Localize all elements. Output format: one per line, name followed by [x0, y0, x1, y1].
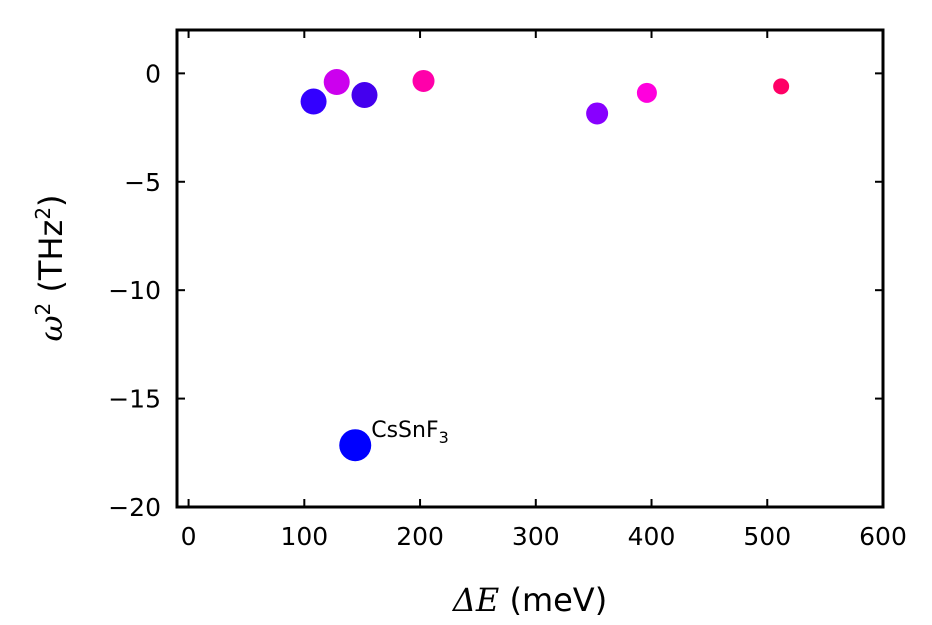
x-tick-label: 100 [280, 522, 328, 551]
data-point [323, 69, 350, 96]
data-point [412, 69, 435, 92]
x-tick-label: 0 [181, 522, 197, 551]
x-tick-label: 600 [859, 522, 907, 551]
y-tick-label: −15 [108, 385, 161, 414]
points-layer [300, 69, 790, 462]
y-axis-symbol: ω [32, 315, 70, 341]
data-point [351, 82, 378, 109]
y-axis-unit-sup: 2 [31, 207, 55, 220]
data-point [586, 102, 609, 125]
point-annotation: CsSnF3 [371, 418, 449, 447]
plot-frame [175, 28, 885, 509]
x-tick-label: 200 [396, 522, 444, 551]
y-axis-symbol-sup: 2 [31, 303, 55, 316]
y-tick-label: −5 [124, 168, 161, 197]
data-point [636, 82, 657, 103]
data-point [773, 78, 790, 95]
annotation-text: CsSnF [371, 418, 438, 443]
x-tick-label: 500 [743, 522, 791, 551]
annotation-subscript: 3 [439, 428, 449, 447]
y-axis-unit-pre: (THz [32, 220, 70, 303]
y-axis-label: ω2 (THz2) [31, 194, 70, 341]
y-axis-unit-post: ) [32, 194, 70, 206]
x-tick-label: 300 [512, 522, 560, 551]
annotations-layer: CsSnF3 [371, 418, 449, 447]
x-axis-unit: (meV) [499, 581, 607, 619]
y-tick-label: −20 [108, 493, 161, 522]
ticks-layer: 0 100 200 300 400 500 600 0 −5 −10 −15 −20 [108, 30, 907, 551]
data-point [339, 429, 372, 462]
x-axis-label: ΔE (meV) [451, 581, 607, 619]
y-tick-label: −10 [108, 276, 161, 305]
x-tick-label: 400 [628, 522, 676, 551]
y-tick-label: 0 [145, 59, 161, 88]
data-point [300, 88, 327, 115]
x-axis-symbol: ΔE [451, 581, 499, 619]
